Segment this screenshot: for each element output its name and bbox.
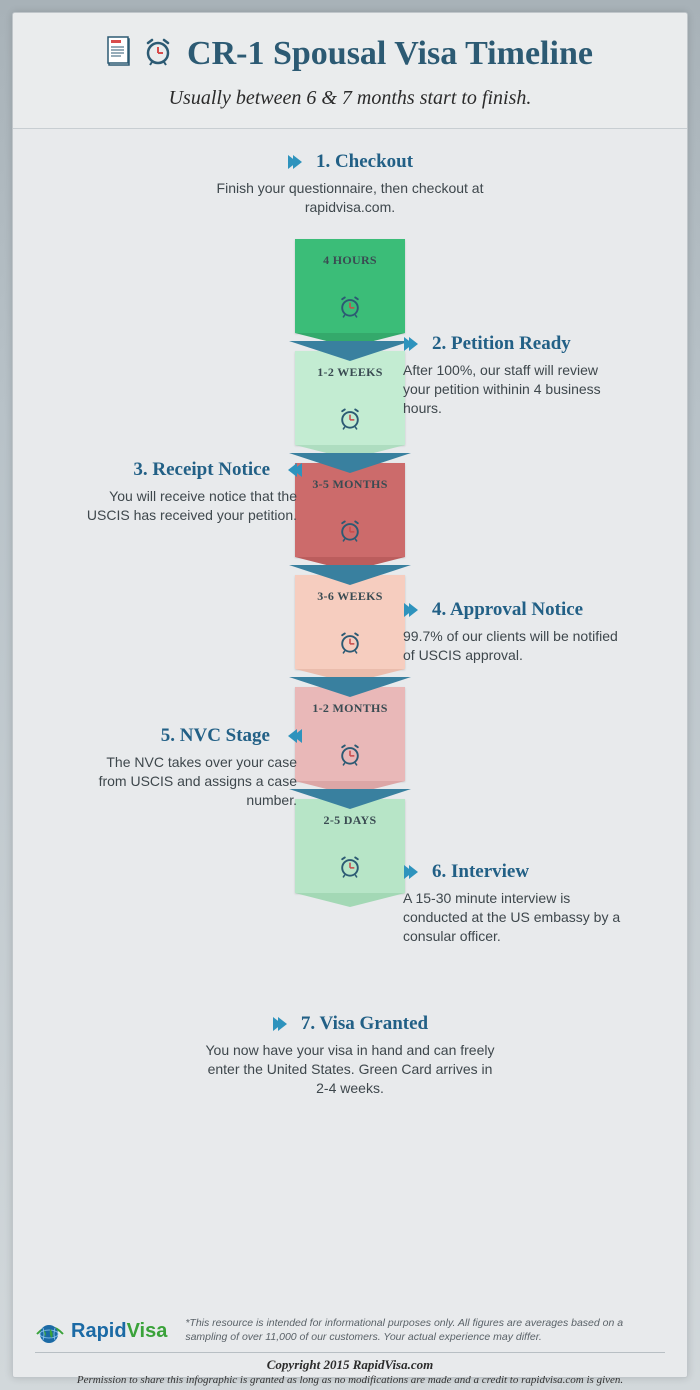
timeline-column: 4 HOURS 1-2 WEEKS 3-5 MONTHS <box>295 239 405 893</box>
connector-chevron <box>289 789 411 813</box>
segment-duration: 1-2 WEEKS <box>295 365 405 379</box>
page-title: CR-1 Spousal Visa Timeline <box>187 35 593 73</box>
step-title: 5. NVC Stage <box>77 725 297 747</box>
segment-duration: 3-6 WEEKS <box>295 589 405 603</box>
timeline-segment: 1-2 WEEKS <box>295 351 405 445</box>
copyright-text: Copyright 2015 RapidVisa.com <box>35 1357 665 1373</box>
timeline-segment: 1-2 MONTHS <box>295 687 405 781</box>
step-body: You will receive notice that the USCIS h… <box>77 487 297 525</box>
step-block: 4. Approval Notice 99.7% of our clients w… <box>403 599 623 665</box>
chevron-right-icon <box>278 1017 287 1031</box>
clock-icon <box>337 742 363 773</box>
clock-icon <box>337 294 363 325</box>
step-block: 2. Petition Ready After 100%, our staff w… <box>403 333 623 418</box>
chevron-right-icon <box>409 865 418 879</box>
step-body: The NVC takes over your case from USCIS … <box>77 753 297 810</box>
disclaimer-text: *This resource is intended for informati… <box>185 1317 665 1344</box>
timeline-segment: 4 HOURS <box>295 239 405 333</box>
step-body: A 15-30 minute interview is conducted at… <box>403 889 623 946</box>
step-body: You now have your visa in hand and can f… <box>200 1041 500 1098</box>
chevron-right-icon <box>293 155 302 169</box>
step-title: 3. Receipt Notice <box>77 459 297 481</box>
segment-duration: 3-5 MONTHS <box>295 477 405 491</box>
step-body: 99.7% of our clients will be notified of… <box>403 627 623 665</box>
timeline-segment: 2-5 DAYS <box>295 799 405 893</box>
step-block: 7. Visa Granted You now have your visa in… <box>200 1013 500 1098</box>
infographic-frame: CR-1 Spousal Visa Timeline Usually betwe… <box>12 12 688 1378</box>
step-title: 4. Approval Notice <box>403 599 623 621</box>
header: CR-1 Spousal Visa Timeline Usually betwe… <box>13 13 687 129</box>
page-subtitle: Usually between 6 & 7 months start to fi… <box>33 87 667 110</box>
alarm-clock-icon <box>143 37 173 72</box>
step-title: 6. Interview <box>403 861 623 883</box>
permission-text: Permission to share this infographic is … <box>0 1374 700 1386</box>
logo-text-visa: Visa <box>127 1320 168 1342</box>
segment-duration: 1-2 MONTHS <box>295 701 405 715</box>
clock-icon <box>337 518 363 549</box>
clock-icon <box>337 854 363 885</box>
timeline-content: 4 HOURS 1-2 WEEKS 3-5 MONTHS <box>13 129 687 1189</box>
chevron-right-icon <box>409 603 418 617</box>
globe-icon <box>35 1316 65 1346</box>
step-title: 1. Checkout <box>200 151 500 173</box>
segment-duration: 4 HOURS <box>295 253 405 267</box>
step-block: 1. Checkout Finish your questionnaire, th… <box>200 151 500 217</box>
step-title: 2. Petition Ready <box>403 333 623 355</box>
logo-text-rapid: Rapid <box>71 1320 127 1342</box>
connector-chevron <box>289 565 411 589</box>
clock-icon <box>337 630 363 661</box>
step-title: 7. Visa Granted <box>200 1013 500 1035</box>
connector-chevron <box>289 453 411 477</box>
clock-icon <box>337 406 363 437</box>
step-body: Finish your questionnaire, then checkout… <box>200 179 500 217</box>
footer: RapidVisa *This resource is intended for… <box>13 1302 687 1377</box>
chevron-left-icon <box>288 729 297 743</box>
step-block: 5. NVC Stage The NVC takes over your case… <box>77 725 297 810</box>
rapidvisa-logo: RapidVisa <box>35 1316 167 1346</box>
timeline-segment: 3-5 MONTHS <box>295 463 405 557</box>
connector-chevron <box>289 677 411 701</box>
step-body: After 100%, our staff will review your p… <box>403 361 623 418</box>
step-block: 6. Interview A 15-30 minute interview is … <box>403 861 623 946</box>
connector-chevron <box>289 341 411 365</box>
chevron-left-icon <box>288 463 297 477</box>
timeline-segment: 3-6 WEEKS <box>295 575 405 669</box>
step-block: 3. Receipt Notice You will receive notice… <box>77 459 297 525</box>
chevron-right-icon <box>409 337 418 351</box>
segment-duration: 2-5 DAYS <box>295 813 405 827</box>
document-icon <box>107 36 135 73</box>
